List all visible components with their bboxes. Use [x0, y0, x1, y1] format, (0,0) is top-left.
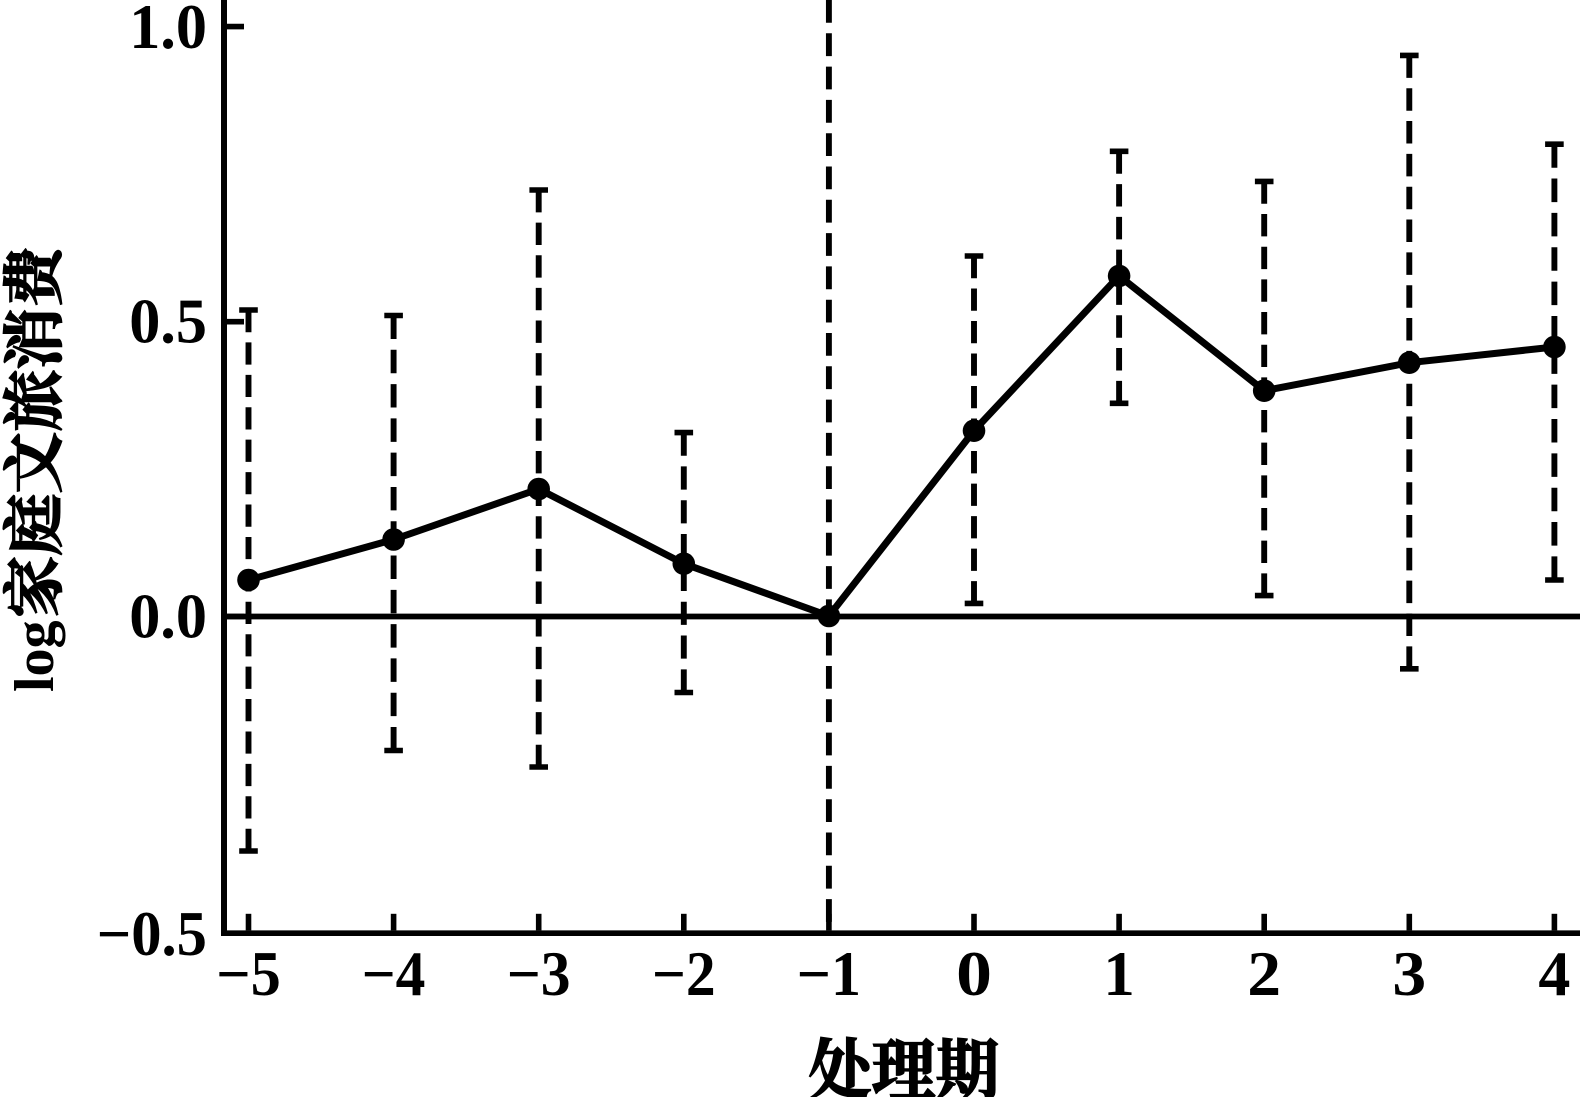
svg-text:−2: −2 [652, 939, 716, 1009]
svg-text:−5: −5 [216, 939, 281, 1009]
svg-text:0.0: 0.0 [129, 582, 207, 652]
svg-text:2: 2 [1247, 939, 1281, 1009]
svg-text:log: log [4, 620, 66, 692]
svg-text:0: 0 [956, 939, 992, 1009]
svg-text:1: 1 [1103, 939, 1134, 1009]
svg-text:−4: −4 [362, 939, 426, 1009]
svg-text:4: 4 [1538, 939, 1570, 1009]
svg-text:−3: −3 [507, 939, 571, 1009]
svg-text:−0.5: −0.5 [97, 899, 207, 969]
svg-text:3: 3 [1392, 939, 1426, 1009]
svg-text:1.0: 1.0 [129, 0, 207, 62]
svg-text:−1: −1 [797, 939, 861, 1009]
svg-text:0.5: 0.5 [129, 287, 207, 357]
